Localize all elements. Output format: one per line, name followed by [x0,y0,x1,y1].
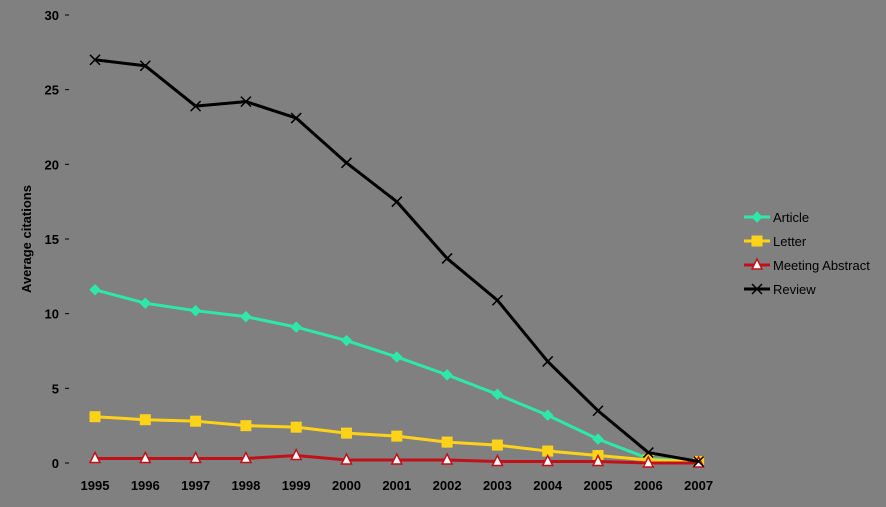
x-tick-label: 1997 [181,478,210,493]
data-point-article [541,409,554,421]
data-point-letter [190,415,202,427]
data-point-review [592,405,604,417]
data-point-review [693,455,705,468]
data-point-meeting-abstract [239,450,253,464]
legend: Article Letter Meeting Abstract Review [744,210,870,297]
data-point-meeting-abstract [440,452,454,465]
x-tick-label: 1995 [81,478,110,493]
legend-marker [751,235,763,247]
data-point-review [190,100,202,112]
x-tick-label: 2000 [332,478,361,493]
data-point-letter [391,430,403,442]
x-tick-label: 2007 [684,478,713,493]
series-group [88,54,705,468]
x-tick-label: 2004 [533,478,563,493]
data-point-meeting-abstract [189,450,202,464]
data-point-letter [341,427,352,439]
series-meeting-abstract [88,447,705,468]
legend-marker [751,211,763,223]
data-point-review [491,294,503,306]
data-point-article [592,433,604,445]
y-tick-label: 15 [45,232,59,247]
series-line-review [94,58,699,463]
data-point-letter [89,411,101,423]
data-point-letter [491,439,503,451]
x-tick-label: 2006 [634,478,663,493]
data-point-article [189,304,202,317]
data-point-review [642,447,654,459]
series-review [89,54,705,468]
data-point-meeting-abstract [88,450,102,464]
data-point-meeting-abstract [642,455,655,468]
legend-label: Meeting Abstract [773,258,870,273]
data-point-review [290,112,302,124]
data-point-article [240,310,252,323]
legend-item-meeting-abstract: Meeting Abstract [744,257,870,273]
data-point-meeting-abstract [340,452,353,465]
legend-label: Article [773,210,809,225]
x-tick-label: 2001 [382,478,411,493]
data-point-review [240,96,252,108]
y-tick-label: 20 [45,157,59,172]
data-point-article [139,297,152,309]
data-point-letter [441,436,453,448]
y-tick-label: 0 [52,456,59,471]
legend-marker [750,257,764,270]
data-point-letter [240,420,252,432]
y-tick-label: 10 [45,307,59,322]
data-point-review [391,196,403,208]
data-point-article [491,388,504,401]
data-point-meeting-abstract [289,447,303,461]
legend-item-letter: Letter [744,234,807,249]
data-point-meeting-abstract [390,452,404,465]
legend-item-article: Article [744,210,809,225]
data-point-review [542,355,554,367]
data-point-review [139,60,151,72]
data-point-article [441,369,453,381]
x-tick-label: 1999 [282,478,311,493]
x-tick-label: 1996 [131,478,160,493]
x-axis: 1995 1996 1997 1998 1999 2000 2001 2002 2003 2004… [81,478,714,493]
data-point-review [89,54,101,66]
legend-item-review: Review [744,282,816,297]
data-point-meeting-abstract [139,450,152,464]
data-point-meeting-abstract [591,453,605,467]
data-point-letter [290,421,302,433]
y-tick-label: 5 [52,381,59,396]
y-tick-label: 25 [45,83,59,98]
y-axis-label: Average citations [19,185,34,293]
data-point-review [441,252,453,264]
data-point-letter [139,414,151,426]
data-point-review [340,157,353,169]
legend-label: Review [773,282,816,297]
x-tick-label: 1998 [231,478,260,493]
data-point-article [340,334,353,347]
data-point-meeting-abstract [491,453,504,467]
legend-marker [751,283,763,295]
data-point-article [391,351,403,363]
x-tick-label: 2005 [584,478,613,493]
x-tick-label: 2003 [483,478,512,493]
x-tick-label: 2002 [433,478,462,493]
data-point-article [290,321,302,333]
legend-label: Letter [773,234,807,249]
y-tick-label: 30 [45,8,59,23]
y-axis: 0 5 10 15 20 25 30 [45,8,69,471]
data-point-meeting-abstract [541,453,554,467]
data-point-article [89,284,101,296]
